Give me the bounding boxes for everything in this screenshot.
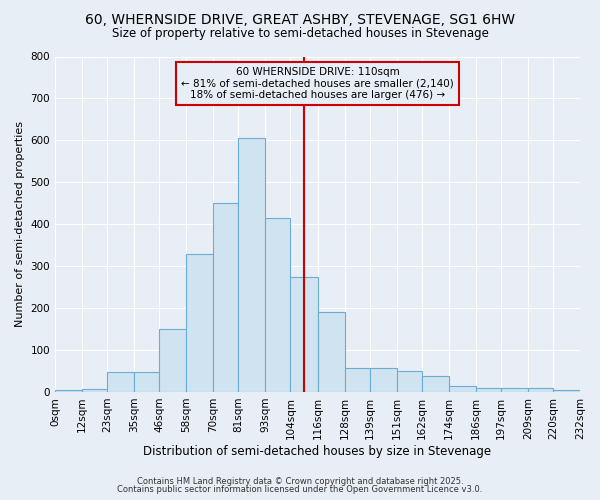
Bar [265,218,290,392]
Bar [553,390,580,392]
Bar [159,329,186,392]
Bar [186,254,214,392]
Bar [317,312,344,392]
X-axis label: Distribution of semi-detached houses by size in Stevenage: Distribution of semi-detached houses by … [143,444,491,458]
Bar [528,388,553,392]
Text: 60 WHERNSIDE DRIVE: 110sqm
← 81% of semi-detached houses are smaller (2,140)
18%: 60 WHERNSIDE DRIVE: 110sqm ← 81% of semi… [181,67,454,100]
Bar [214,204,238,392]
Y-axis label: Number of semi-detached properties: Number of semi-detached properties [15,121,25,327]
Bar [55,390,82,392]
Text: Contains public sector information licensed under the Open Government Licence v3: Contains public sector information licen… [118,485,482,494]
Bar [397,371,422,392]
Bar [370,368,397,392]
Bar [134,372,159,392]
Text: 60, WHERNSIDE DRIVE, GREAT ASHBY, STEVENAGE, SG1 6HW: 60, WHERNSIDE DRIVE, GREAT ASHBY, STEVEN… [85,12,515,26]
Bar [238,138,265,392]
Bar [476,388,501,392]
Text: Contains HM Land Registry data © Crown copyright and database right 2025.: Contains HM Land Registry data © Crown c… [137,477,463,486]
Bar [422,376,449,392]
Bar [501,388,528,392]
Bar [449,386,476,392]
Bar [290,276,317,392]
Bar [82,388,107,392]
Bar [107,372,134,392]
Bar [344,368,370,392]
Text: Size of property relative to semi-detached houses in Stevenage: Size of property relative to semi-detach… [112,28,488,40]
